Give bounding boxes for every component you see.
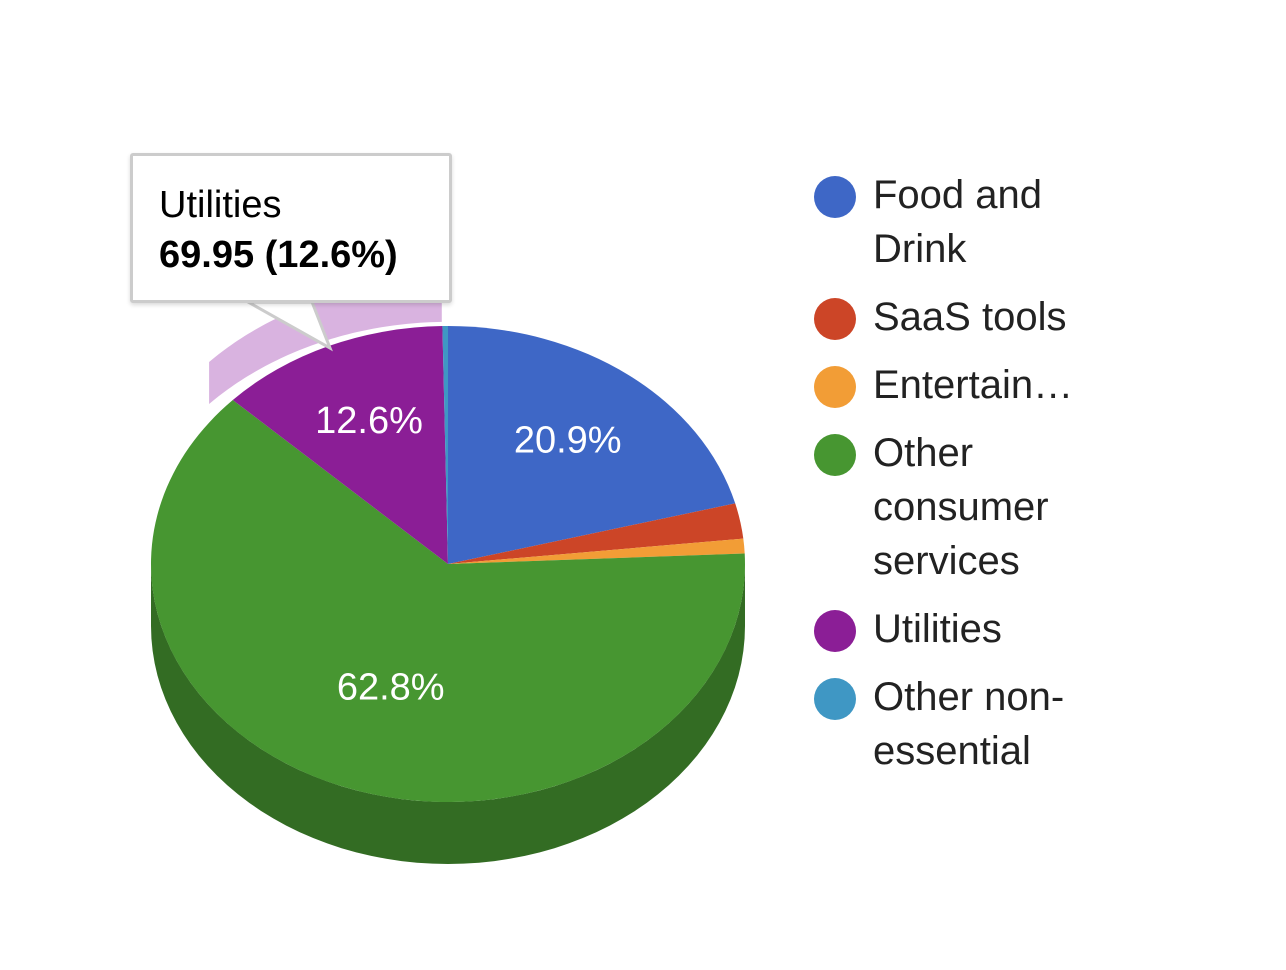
legend-swatch: [814, 298, 856, 340]
tooltip: Utilities 69.95 (12.6%): [130, 153, 452, 303]
pie-slice-other-non-essential: [442, 325, 448, 564]
pie-slice-food-and-drink: [448, 326, 736, 564]
pie-side-other-consumer-services: [151, 564, 745, 864]
legend-label: Other consumer services: [873, 431, 1049, 583]
legend-item-utilities[interactable]: Utilities: [814, 602, 1114, 656]
legend-swatch: [814, 678, 856, 720]
legend: Food and Drink SaaS tools Entertain… Oth…: [814, 168, 1114, 792]
legend-swatch: [814, 176, 856, 218]
slice-label-utilities: 12.6%: [315, 400, 423, 442]
tooltip-title: Utilities: [159, 184, 282, 226]
pie-slice-saas-tools: [448, 503, 744, 564]
legend-label: Entertain…: [873, 363, 1074, 407]
legend-item-other-non-essential[interactable]: Other non-essential: [814, 670, 1114, 778]
legend-swatch: [814, 366, 856, 408]
legend-swatch: [814, 434, 856, 476]
legend-label: SaaS tools: [873, 295, 1067, 339]
highlight-ring: [209, 279, 442, 404]
pie-slice-entertain-: [448, 538, 745, 564]
legend-item-other-consumer-services[interactable]: Other consumer services: [814, 426, 1114, 588]
slice-label-food-and-drink: 20.9%: [514, 420, 622, 462]
tooltip-value: 69.95 (12.6%): [159, 234, 398, 276]
legend-label: Utilities: [873, 607, 1002, 651]
legend-item-food-and-drink[interactable]: Food and Drink: [814, 168, 1114, 276]
slice-label-other-consumer-services: 62.8%: [337, 667, 445, 709]
legend-label: Food and Drink: [873, 173, 1043, 271]
legend-label: Other non-essential: [873, 675, 1065, 773]
pie-slice-other-consumer-services: [150, 399, 745, 803]
legend-item-entertainment[interactable]: Entertain…: [814, 358, 1114, 412]
pie-slice-utilities: [232, 326, 448, 564]
legend-swatch: [814, 610, 856, 652]
legend-item-saas-tools[interactable]: SaaS tools: [814, 290, 1114, 344]
